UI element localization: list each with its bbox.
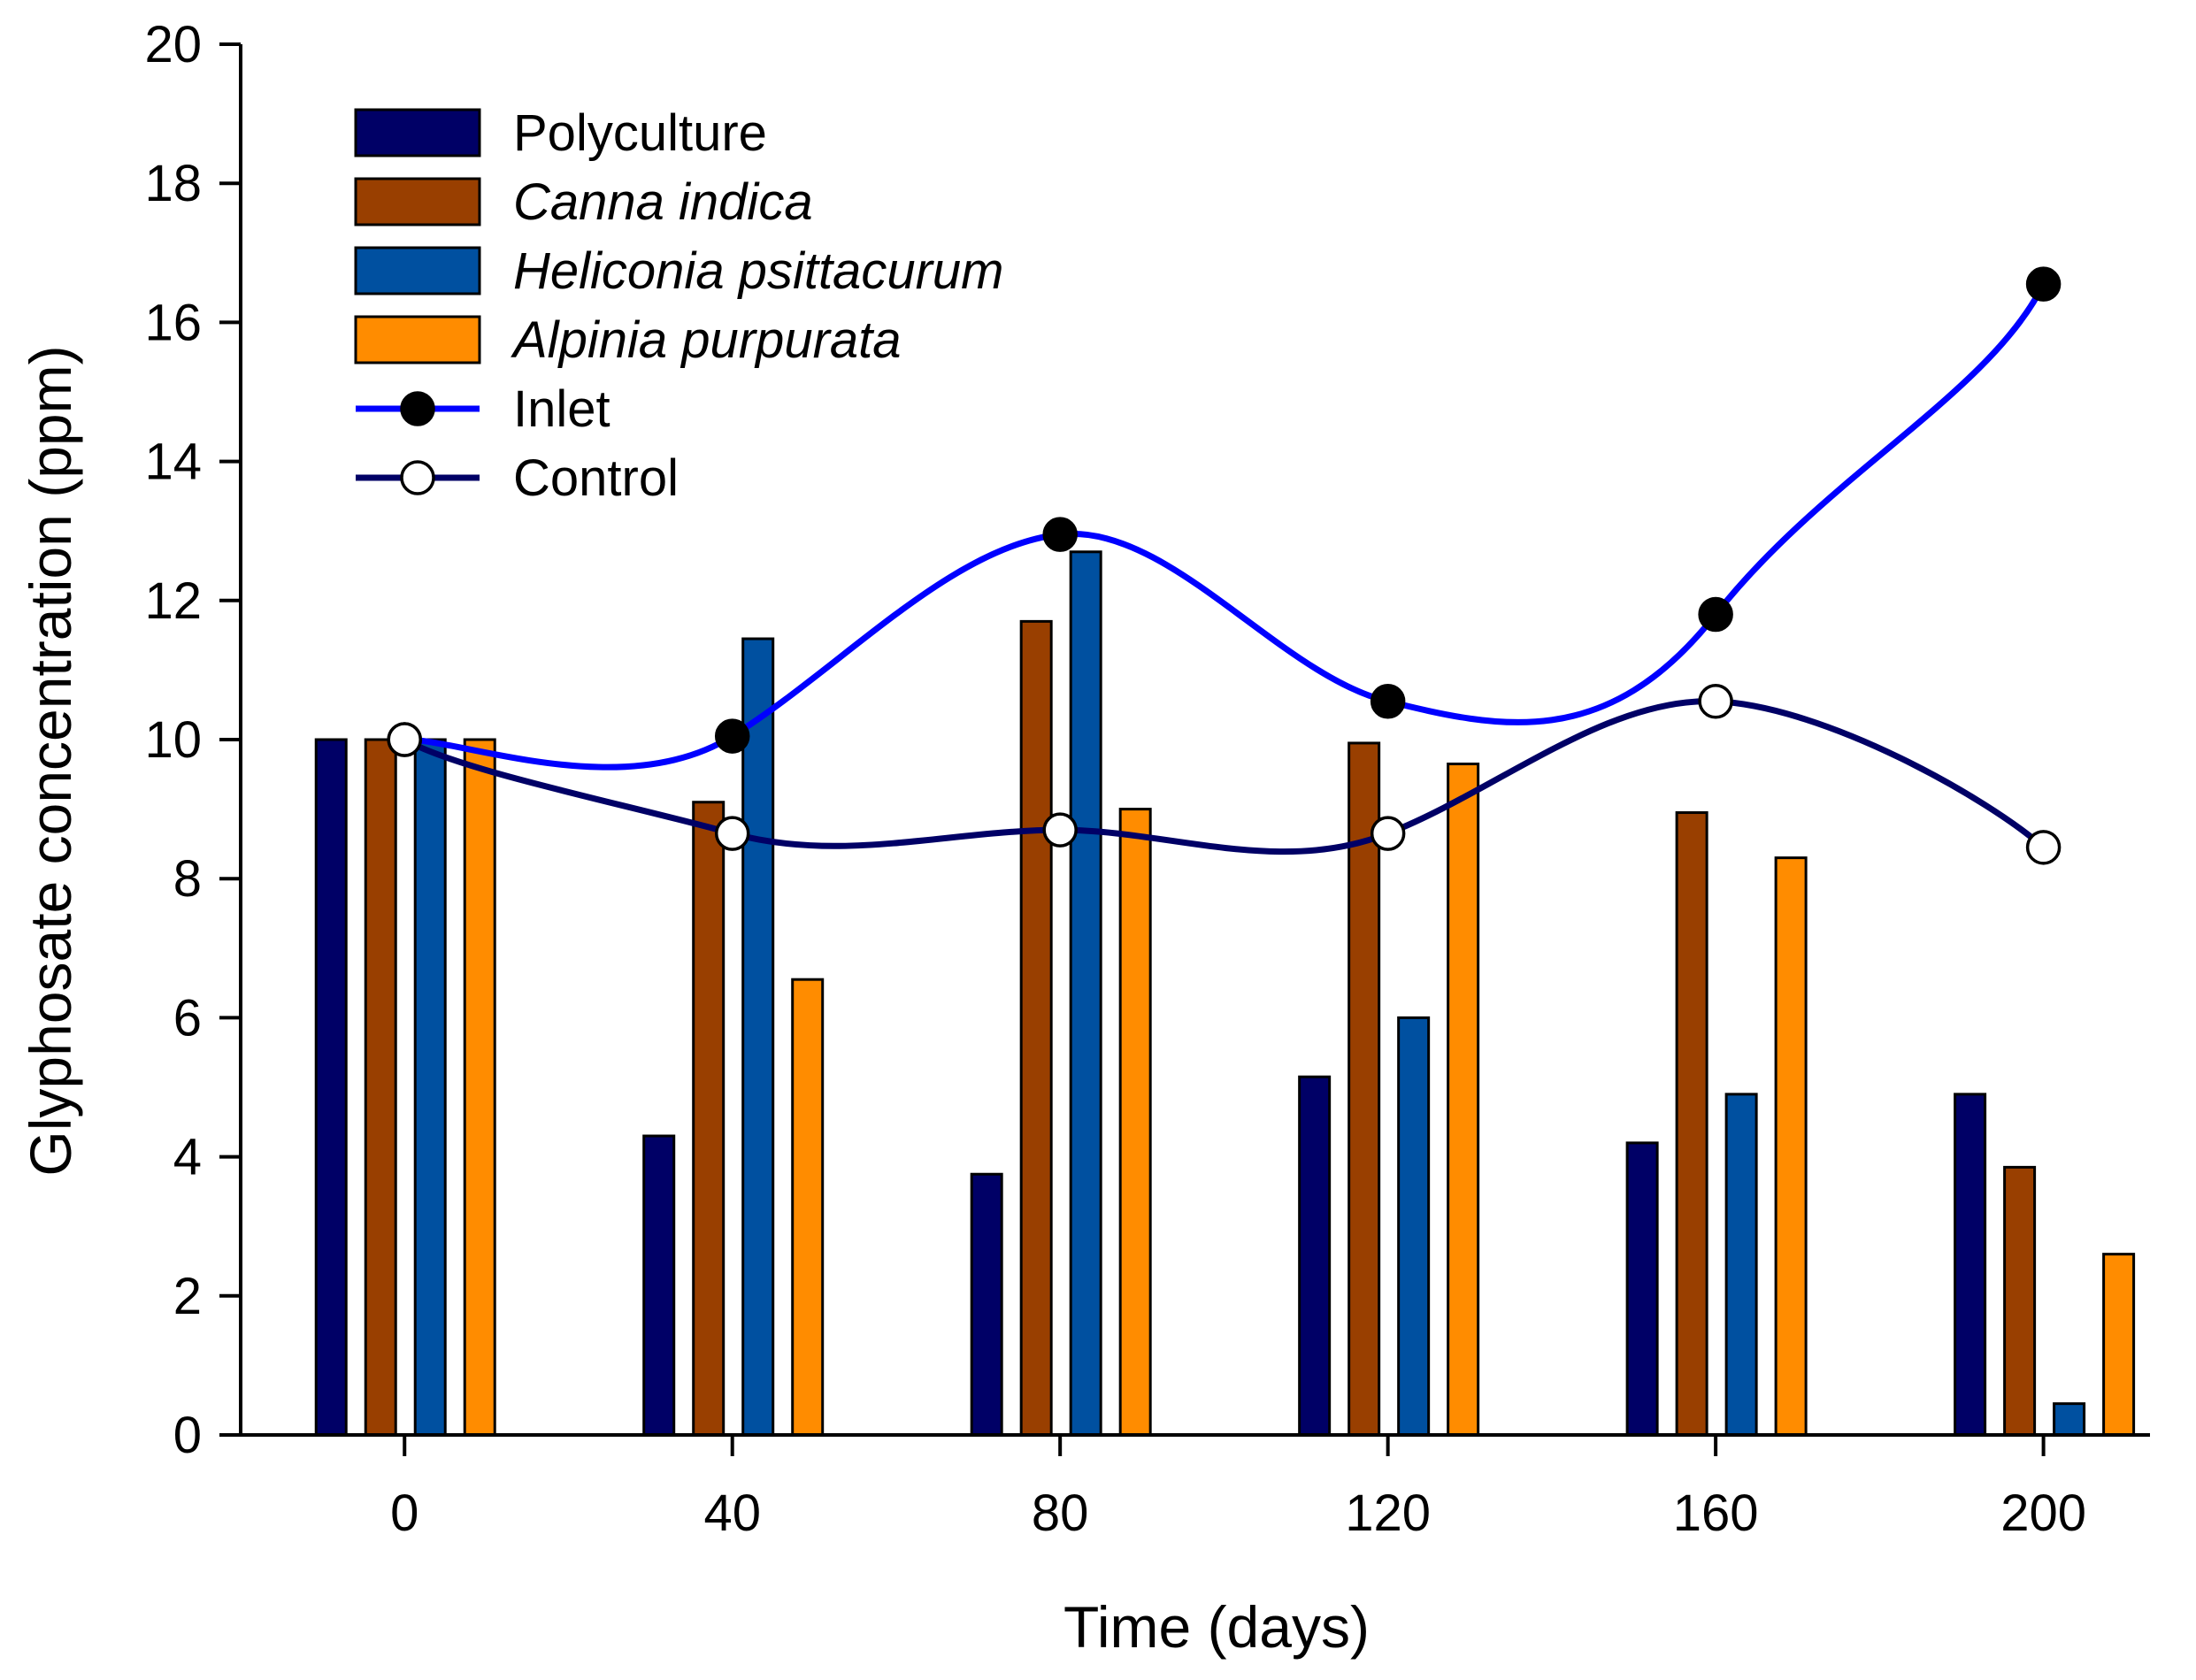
bar-alpinia-purpurata-0 xyxy=(463,738,496,1437)
point-control-80 xyxy=(1042,812,1078,848)
x-tick-label-120: 120 xyxy=(1345,1484,1431,1542)
y-tick-label-12: 12 xyxy=(144,572,202,630)
bar-canna-indica-200 xyxy=(2003,1165,2037,1437)
point-inlet-120 xyxy=(1370,684,1406,719)
bars-layer xyxy=(314,550,2136,1437)
legend-label-control: Control xyxy=(513,449,679,507)
y-tick-label-4: 4 xyxy=(173,1129,202,1186)
x-tick-label-200: 200 xyxy=(2000,1484,2086,1542)
x-tick-label-80: 80 xyxy=(1032,1484,1089,1542)
legend: Polyculture Canna indica Heliconia psittac… xyxy=(354,104,1003,507)
point-control-120 xyxy=(1370,816,1406,851)
bar-canna-indica-120 xyxy=(1348,741,1381,1437)
bar-canna-indica-40 xyxy=(692,801,726,1437)
y-tick-label-20: 20 xyxy=(144,16,202,73)
legend-marker-inlet xyxy=(400,391,435,426)
y-axis-title: Glyphosate concentration (ppm) xyxy=(18,345,83,1176)
y-tick-label-8: 8 xyxy=(173,850,202,908)
bar-heliconia-psittacurum-160 xyxy=(1724,1093,1758,1437)
legend-swatch-canna-indica xyxy=(354,177,481,226)
point-inlet-200 xyxy=(2025,266,2062,302)
legend-swatch-polyculture xyxy=(354,108,481,157)
bar-canna-indica-160 xyxy=(1675,811,1708,1437)
legend-marker-control xyxy=(400,460,435,495)
bar-alpinia-purpurata-120 xyxy=(1447,763,1480,1437)
legend-label-polyculture: Polyculture xyxy=(513,104,767,162)
bar-polyculture-40 xyxy=(642,1134,676,1437)
bar-polyculture-120 xyxy=(1298,1075,1332,1437)
bar-heliconia-psittacurum-40 xyxy=(741,637,775,1437)
bar-heliconia-psittacurum-80 xyxy=(1069,550,1102,1437)
bar-heliconia-psittacurum-0 xyxy=(413,738,447,1437)
bar-alpinia-purpurata-40 xyxy=(791,978,825,1437)
line-control xyxy=(403,698,2046,855)
y-tick-label-16: 16 xyxy=(144,294,202,351)
legend-label-alpinia-purpurata: Alpinia purpurata xyxy=(511,311,902,369)
y-tick-label-18: 18 xyxy=(144,155,202,212)
legend-swatch-alpinia-purpurata xyxy=(354,315,481,364)
lines-layer xyxy=(387,266,2062,865)
bar-alpinia-purpurata-200 xyxy=(2102,1253,2136,1437)
point-inlet-80 xyxy=(1042,517,1078,552)
point-control-200 xyxy=(2025,830,2062,865)
line-inlet xyxy=(404,282,2046,771)
bar-polyculture-80 xyxy=(970,1172,1003,1437)
y-tick-label-0: 0 xyxy=(173,1407,202,1464)
bar-polyculture-200 xyxy=(1954,1093,1987,1437)
x-tick-label-40: 40 xyxy=(703,1484,761,1542)
bar-canna-indica-0 xyxy=(364,738,397,1437)
bar-alpinia-purpurata-80 xyxy=(1118,808,1152,1437)
legend-swatch-heliconia-psittacurum xyxy=(354,246,481,295)
bar-heliconia-psittacurum-120 xyxy=(1397,1016,1431,1437)
bar-polyculture-0 xyxy=(314,738,348,1437)
x-tick-label-160: 160 xyxy=(1673,1484,1759,1542)
y-tick-label-2: 2 xyxy=(173,1268,202,1325)
legend-label-canna-indica: Canna indica xyxy=(513,173,813,231)
bar-polyculture-160 xyxy=(1625,1141,1659,1437)
y-tick-label-14: 14 xyxy=(144,433,202,491)
point-inlet-40 xyxy=(714,718,750,754)
bar-canna-indica-80 xyxy=(1019,619,1053,1437)
x-tick-label-0: 0 xyxy=(390,1484,418,1542)
point-control-160 xyxy=(1698,684,1733,719)
y-tick-label-10: 10 xyxy=(144,711,202,769)
bar-alpinia-purpurata-160 xyxy=(1774,856,1808,1437)
x-axis-title: Time (days) xyxy=(1063,1594,1370,1660)
y-tick-label-6: 6 xyxy=(173,989,202,1047)
point-inlet-160 xyxy=(1698,596,1733,633)
point-control-0 xyxy=(387,722,422,757)
point-control-40 xyxy=(714,816,750,851)
legend-label-heliconia-psittacurum: Heliconia psittacurum xyxy=(513,242,1003,300)
legend-label-inlet: Inlet xyxy=(513,380,610,438)
bar-heliconia-psittacurum-200 xyxy=(2053,1402,2086,1437)
